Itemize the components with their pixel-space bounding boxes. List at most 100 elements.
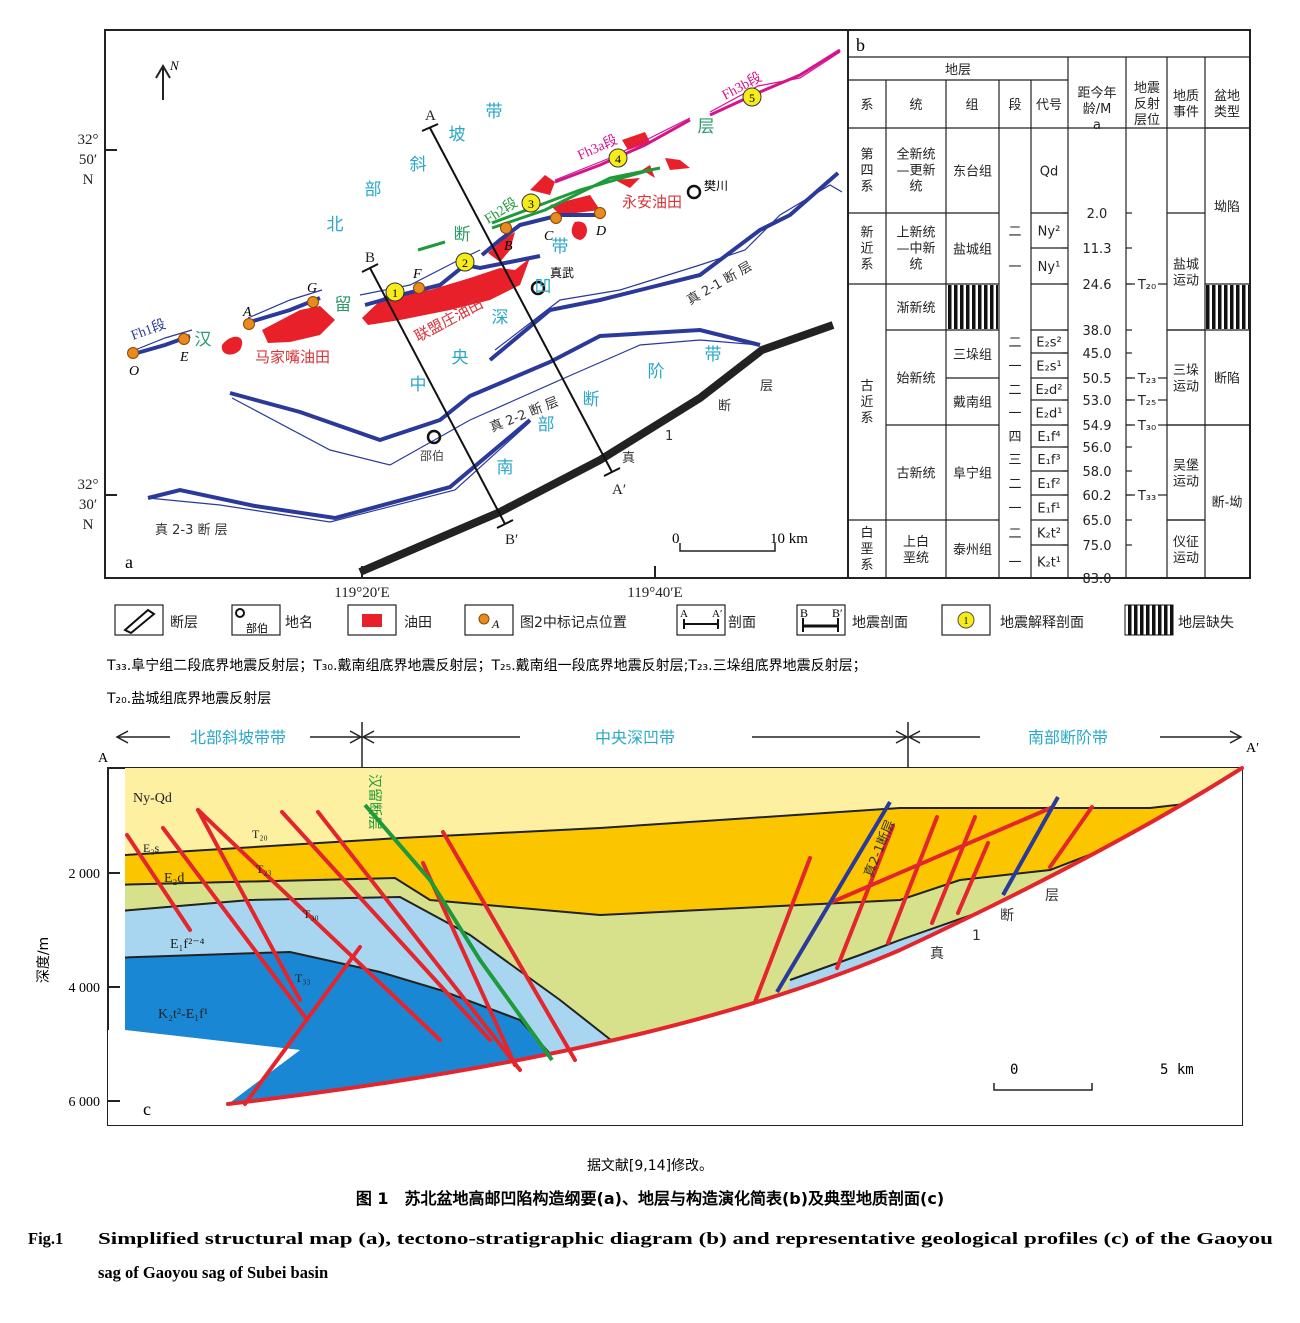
table-member: 三	[1008, 453, 1021, 468]
legend-fault-icon	[123, 608, 156, 635]
seismic-marker-number: 3	[528, 197, 534, 211]
north-arrow-icon: N	[155, 58, 180, 100]
legend-label: 剖面	[728, 615, 756, 631]
profile-a-line[interactable]	[421, 123, 621, 477]
table-member: 二	[1008, 336, 1021, 351]
table-event: 三垛运动	[1173, 364, 1199, 395]
profile-b-line[interactable]	[361, 263, 514, 529]
table-basin-type: 断-坳	[1212, 496, 1243, 511]
section-scale-bar	[993, 1083, 1093, 1091]
profile-b-end: B′	[505, 532, 518, 548]
table-reflector: T₃₀	[1137, 419, 1156, 434]
oilfield-shape	[488, 232, 515, 262]
seismic-interp-marker-icon[interactable]	[385, 282, 405, 302]
map-frame	[104, 29, 849, 579]
oilfield-shape	[622, 132, 650, 150]
table-panel-label: b	[856, 35, 865, 55]
caption-en-label: Fig.1	[28, 1229, 63, 1248]
layer-label-e2d: E₂d	[164, 871, 184, 886]
legend-label: 图2中标记点位置	[520, 615, 627, 631]
point-marker-icon	[500, 222, 512, 234]
oilfield-shape	[262, 306, 335, 343]
profile-a-end: A′	[612, 482, 626, 498]
zone-central-char: 带	[552, 237, 569, 257]
table-formation: 泰州组	[953, 543, 992, 558]
legend-circle-sample: 1	[964, 616, 969, 627]
legend: 部伯 A A A′ B B′ 1 断层 地名 油田 图2中标记点位置 剖面 地震剖面 地震解…	[106, 604, 1234, 707]
zone-central-char: 深	[492, 308, 509, 328]
table-series: 上新统—中新统	[896, 225, 935, 273]
hanliu-fault-trace	[363, 803, 554, 1062]
place-icon	[686, 184, 702, 200]
missing-strata-hatch	[1206, 285, 1249, 329]
section-scale-zero: 0	[1010, 1062, 1018, 1078]
legend-point-icon	[478, 613, 490, 625]
zone-south-char: 断	[583, 390, 600, 410]
table-age: 83.0	[1083, 572, 1112, 587]
point-marker-icon	[307, 296, 319, 308]
seismic-marker-number: 4	[615, 152, 621, 166]
structural-map: 32° 50′ N 32° 30′ N 119°20′E 119°40′E N	[78, 29, 849, 601]
places: 樊川 真武 邵伯	[420, 179, 728, 463]
hanliu-fh2-fault	[417, 166, 661, 252]
seismic-interp-marker-icon[interactable]	[742, 87, 762, 107]
layer-label-e2s: E₂s	[143, 841, 160, 855]
table-header-reflector: 地震反射层位	[1134, 81, 1160, 128]
lon-left: 119°20′E	[334, 585, 389, 601]
zone-north-char: 部	[365, 180, 382, 200]
table-code: E₁f²	[1037, 477, 1060, 492]
table-member: 一	[1008, 407, 1021, 422]
zone-north-char: 北	[327, 215, 344, 235]
legend-profile-a: A	[680, 608, 688, 620]
point-label: O	[129, 364, 139, 379]
legend-label: 油田	[404, 615, 432, 631]
lon-right: 119°40′E	[627, 585, 682, 601]
table-age: 24.6	[1083, 278, 1112, 293]
table-member: 二	[1008, 477, 1021, 492]
table-code: K₂t¹	[1037, 556, 1061, 571]
ytick-6000: 6 000	[69, 1095, 101, 1110]
hanliu-char: 层	[698, 117, 715, 137]
table-header-group: 地层	[945, 63, 971, 78]
zone-central-char: 中	[410, 375, 427, 395]
seismic-interp-marker-icon[interactable]	[608, 148, 628, 168]
map-scale-bar: 0 10 km	[672, 531, 808, 552]
table-series: 渐新统	[896, 300, 935, 316]
table-header-basin-type: 盆地类型	[1214, 89, 1240, 120]
oilfield-shape	[550, 195, 600, 215]
table-age: 54.9	[1083, 419, 1112, 434]
zone-central-label: 中央深凹带	[595, 728, 675, 747]
zhen23-fault	[147, 418, 532, 521]
oilfield-yongan: 永安油田	[622, 193, 682, 211]
table-member: 二	[1008, 527, 1021, 542]
legend-label: 地层缺失	[1178, 615, 1234, 631]
table-code: K₂t²	[1037, 527, 1061, 542]
zone-south-label: 南部断阶带	[1028, 728, 1108, 747]
point-label: B	[504, 239, 513, 254]
table-event: 吴堡运动	[1173, 458, 1199, 490]
map-scale-zero: 0	[672, 531, 680, 547]
hanliu-char: 汉	[195, 330, 212, 350]
zone-south-char: 南	[497, 458, 514, 478]
table-code: E₁f³	[1037, 453, 1060, 468]
zone-south-char: 带	[705, 345, 722, 365]
table-event: 盐城运动	[1173, 258, 1199, 289]
table-age: 11.3	[1083, 242, 1112, 257]
hanliu-char: 断	[454, 225, 471, 245]
place-zhenwu: 真武	[550, 266, 574, 280]
zone-north-char: 斜	[410, 155, 427, 175]
zone-south-char: 部	[538, 415, 555, 435]
table-series: 上白垩统	[903, 534, 929, 566]
table-code: E₁f¹	[1037, 502, 1060, 517]
legend-seismic-interp-icon	[957, 611, 975, 629]
seismic-interp-marker-icon[interactable]	[455, 252, 475, 272]
table-system: 白垩系	[860, 525, 873, 573]
table-age: 58.0	[1083, 465, 1112, 480]
zone-south-char: 阶	[648, 362, 665, 382]
table-reflector: T₂₅	[1137, 394, 1156, 409]
table-age: 38.0	[1083, 324, 1112, 339]
table-reflector: T₂₀	[1137, 278, 1156, 293]
point-marker-icon	[413, 282, 425, 294]
fault-label-z23: 真 2-3 断 层	[155, 523, 228, 538]
seismic-interp-marker-icon[interactable]	[521, 193, 541, 213]
